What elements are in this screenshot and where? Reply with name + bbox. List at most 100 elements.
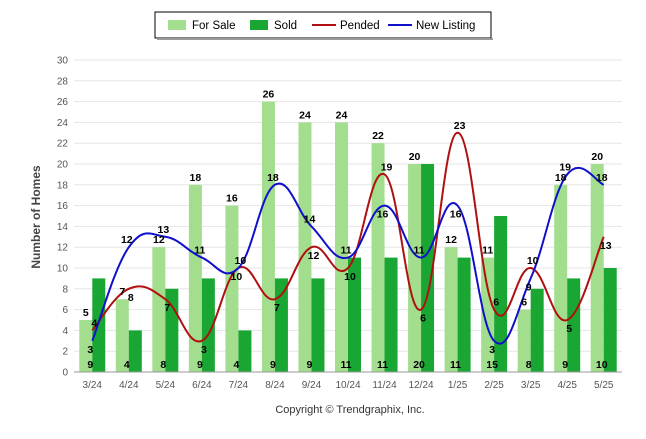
label-pended: 5 — [566, 323, 572, 335]
x-tick-label: 5/24 — [156, 380, 176, 391]
label-new-listing: 9 — [526, 281, 532, 293]
label-for-sale: 11 — [482, 245, 493, 257]
bar-sold — [421, 164, 435, 372]
label-pended: 19 — [381, 161, 393, 173]
label-pended: 23 — [454, 120, 466, 132]
label-for-sale: 18 — [555, 172, 567, 184]
y-tick-label: 8 — [62, 284, 68, 295]
label-new-listing: 3 — [489, 344, 495, 356]
label-pended: 10 — [235, 255, 247, 267]
label-new-listing: 13 — [157, 224, 169, 236]
x-tick-label: 6/24 — [192, 380, 212, 391]
x-tick-label: 8/24 — [265, 380, 285, 391]
label-sold: 8 — [526, 359, 532, 371]
y-tick-label: 24 — [57, 118, 69, 129]
label-for-sale: 5 — [83, 307, 89, 319]
label-sold: 4 — [233, 359, 239, 371]
bar-for-sale — [444, 247, 458, 372]
label-sold: 4 — [124, 359, 130, 371]
label-sold: 10 — [596, 359, 608, 371]
label-for-sale: 12 — [445, 234, 457, 246]
y-axis-title: Number of Homes — [29, 165, 43, 269]
bar-sold — [201, 278, 215, 372]
y-tick-label: 18 — [57, 180, 69, 191]
copyright-text: Copyright © Trendgraphix, Inc. — [275, 404, 424, 416]
y-tick-label: 28 — [57, 76, 69, 87]
bar-for-sale — [590, 164, 604, 372]
label-sold: 11 — [340, 359, 351, 371]
bar-for-sale — [335, 122, 348, 373]
label-for-sale: 6 — [521, 297, 527, 309]
x-tick-label: 12/24 — [409, 380, 434, 391]
label-for-sale: 20 — [591, 151, 603, 163]
label-sold: 11 — [377, 359, 388, 371]
bar-for-sale — [115, 299, 129, 372]
bar-for-sale — [261, 101, 275, 372]
lines — [91, 131, 605, 345]
label-pended: 13 — [600, 240, 612, 252]
label-new-listing: 16 — [377, 209, 389, 221]
label-pended: 10 — [527, 255, 539, 267]
x-tick-label: 3/25 — [521, 380, 541, 391]
legend-label: Sold — [274, 20, 297, 32]
label-new-listing: 18 — [596, 172, 608, 184]
label-new-listing: 3 — [87, 344, 93, 356]
label-new-listing: 14 — [304, 213, 316, 225]
label-sold: 9 — [562, 359, 568, 371]
data-labels: 5 9 7 4 12 8 18 9 16 4 26 9 24 9 24 11 22 11 20 20 12 11 11 15 6… — [83, 89, 612, 371]
x-tick-label: 4/24 — [119, 380, 139, 391]
x-tick-label: 4/25 — [557, 380, 577, 391]
y-tick-label: 22 — [57, 139, 69, 150]
label-pended: 4 — [91, 317, 97, 329]
y-tick-label: 6 — [62, 305, 68, 316]
label-for-sale: 24 — [299, 109, 311, 121]
bar-for-sale — [298, 122, 312, 373]
label-new-listing: 11 — [194, 245, 205, 257]
y-tick-label: 12 — [57, 243, 69, 254]
bar-sold — [348, 257, 361, 372]
label-pended: 7 — [164, 302, 170, 314]
label-sold: 8 — [160, 359, 166, 371]
label-for-sale: 26 — [263, 89, 275, 101]
label-pended: 8 — [128, 292, 134, 304]
label-new-listing: 16 — [450, 209, 462, 221]
bars — [79, 101, 617, 373]
label-sold: 20 — [413, 359, 425, 371]
x-tick-label: 11/24 — [372, 380, 397, 391]
label-for-sale: 20 — [409, 151, 421, 163]
label-sold: 9 — [307, 359, 313, 371]
bar-sold — [238, 330, 252, 372]
bar-sold — [274, 278, 288, 372]
y-tick-label: 20 — [57, 160, 69, 171]
label-new-listing: 19 — [559, 161, 571, 173]
label-sold: 15 — [486, 359, 498, 371]
x-tick-label: 9/24 — [302, 380, 322, 391]
bar-for-sale — [481, 257, 495, 372]
y-tick-label: 16 — [57, 201, 69, 212]
bar-for-sale — [188, 184, 202, 372]
y-tick-label: 26 — [57, 97, 69, 108]
legend-label: New Listing — [416, 20, 475, 32]
bar-sold — [457, 257, 471, 372]
label-for-sale: 18 — [190, 172, 202, 184]
label-for-sale: 7 — [119, 286, 125, 298]
legend-swatch — [250, 20, 268, 30]
label-for-sale: 24 — [336, 109, 348, 121]
label-pended: 7 — [274, 302, 280, 314]
x-tick-label: 7/24 — [229, 380, 249, 391]
y-tick-label: 30 — [57, 56, 69, 67]
bar-for-sale — [554, 184, 568, 372]
legend-swatch — [168, 20, 186, 30]
legend: For Sale Sold Pended New Listing — [154, 11, 493, 40]
bar-sold — [530, 288, 544, 372]
y-tick-label: 4 — [62, 326, 68, 337]
x-tick-label: 2/25 — [484, 380, 504, 391]
label-new-listing: 12 — [121, 234, 133, 246]
bar-for-sale — [225, 205, 239, 372]
bar-sold — [128, 330, 142, 372]
y-tick-label: 14 — [57, 222, 69, 233]
label-pended: 10 — [344, 271, 356, 283]
